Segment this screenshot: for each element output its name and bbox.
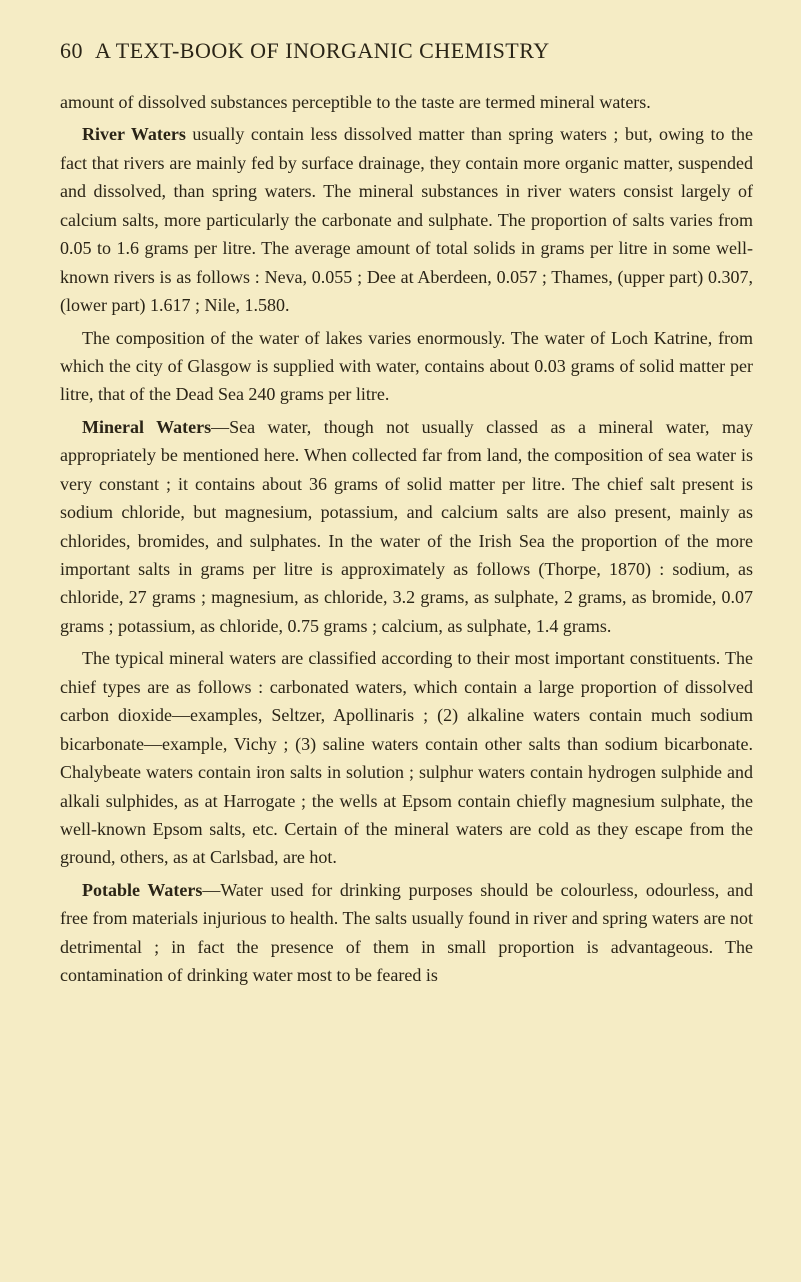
paragraph-3: The composition of the water of lakes va… xyxy=(60,324,753,409)
paragraph-2: River Waters usually contain less dissol… xyxy=(60,120,753,319)
paragraph-5-text: The typical mineral waters are classifie… xyxy=(60,648,753,867)
paragraph-3-text: The composition of the water of lakes va… xyxy=(60,328,753,405)
paragraph-6: Potable Waters—Water used for drinking p… xyxy=(60,876,753,990)
section-head-river-waters: River Waters xyxy=(82,124,186,144)
paragraph-1-text: amount of dissolved substances perceptib… xyxy=(60,92,651,112)
header-title: A TEXT-BOOK OF INORGANIC CHEMISTRY xyxy=(95,38,550,63)
paragraph-2-text: usually contain less dissolved matter th… xyxy=(60,124,753,315)
section-head-mineral-waters: Mineral Waters xyxy=(82,417,211,437)
section-head-potable-waters: Potable Waters xyxy=(82,880,202,900)
paragraph-4: Mineral Waters—Sea water, though not usu… xyxy=(60,413,753,641)
paragraph-4-text: —Sea water, though not usually classed a… xyxy=(60,417,753,636)
page-number: 60 xyxy=(60,38,83,63)
book-page: 60 A TEXT-BOOK OF INORGANIC CHEMISTRY am… xyxy=(0,0,801,1282)
paragraph-1: amount of dissolved substances perceptib… xyxy=(60,88,753,116)
page-header: 60 A TEXT-BOOK OF INORGANIC CHEMISTRY xyxy=(60,38,753,64)
paragraph-5: The typical mineral waters are classifie… xyxy=(60,644,753,872)
